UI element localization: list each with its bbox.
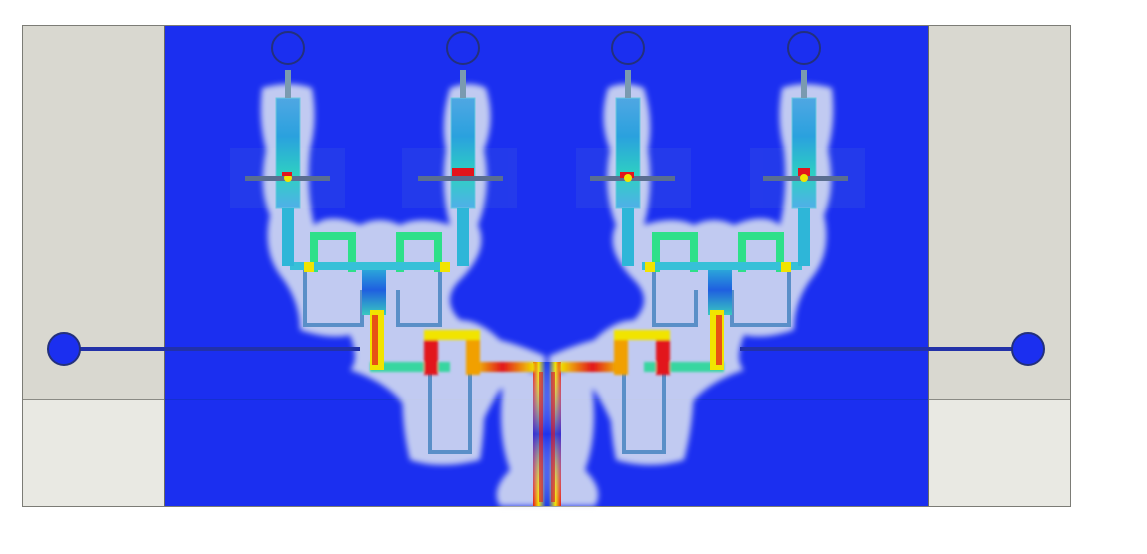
top-port-2[interactable] — [446, 31, 480, 65]
circle-port-icon — [1011, 332, 1045, 366]
top-port-3[interactable] — [611, 31, 645, 65]
element-2[interactable] — [418, 70, 503, 266]
circle-port-icon — [446, 31, 480, 65]
circle-port-icon — [787, 31, 821, 65]
side-port-left[interactable] — [47, 332, 360, 366]
circle-port-icon — [47, 332, 81, 366]
top-port-1[interactable] — [271, 31, 305, 65]
element-4[interactable] — [763, 70, 848, 266]
right-panel-lower — [929, 399, 1070, 506]
right-panel-upper — [929, 26, 1070, 399]
circle-port-icon — [271, 31, 305, 65]
left-panel-lower — [23, 399, 164, 506]
side-port-right[interactable] — [740, 332, 1045, 366]
left-panel-upper — [23, 26, 164, 399]
element-3[interactable] — [590, 70, 675, 266]
circle-port-icon — [611, 31, 645, 65]
board-outline — [22, 25, 1071, 507]
top-port-4[interactable] — [787, 31, 821, 65]
feed-arms — [370, 330, 724, 375]
combiner-branches — [290, 232, 802, 370]
main-feed-line — [533, 362, 561, 506]
element-1[interactable] — [245, 70, 330, 266]
